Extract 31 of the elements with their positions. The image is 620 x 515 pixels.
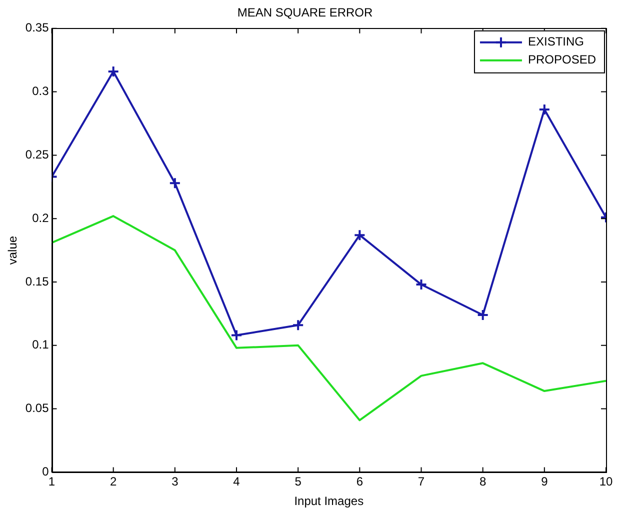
x-tick-label: 7 (418, 474, 425, 489)
y-tick-label: 0.35 (25, 20, 50, 35)
point (292, 319, 304, 332)
point (354, 229, 366, 242)
point (538, 104, 550, 116)
x-axis-title: Input Images (294, 494, 364, 508)
point (168, 177, 181, 190)
y-tick-label: 0.25 (25, 148, 50, 162)
point (476, 308, 489, 321)
y-tick-label: 0.15 (25, 274, 50, 288)
point (107, 66, 120, 78)
legend-label: EXISTING (528, 34, 584, 49)
x-tick-label: 4 (233, 474, 240, 489)
y-tick-label: 0.2 (32, 210, 50, 225)
y-tick-label: 0.1 (32, 338, 50, 352)
x-tick-label: 6 (356, 474, 364, 489)
y-tick-label: 0.05 (25, 401, 50, 416)
point (415, 278, 428, 291)
legend-label: PROPOSED (528, 52, 596, 67)
x-tick-label: 2 (110, 474, 117, 489)
y-tick-label: 0 (42, 464, 50, 479)
point (230, 329, 243, 342)
y-tick-label: 0.3 (32, 84, 50, 98)
x-tick-label: 3 (172, 474, 179, 489)
x-tick-label: 10 (599, 474, 613, 489)
x-tick-label: 5 (294, 474, 302, 489)
x-tick-label: 8 (479, 474, 486, 489)
chart-title: MEAN SQUARE ERROR (237, 6, 374, 20)
y-axis-title: value (6, 236, 20, 265)
x-tick-label: 9 (541, 474, 548, 489)
x-tick-label: 1 (48, 474, 56, 489)
